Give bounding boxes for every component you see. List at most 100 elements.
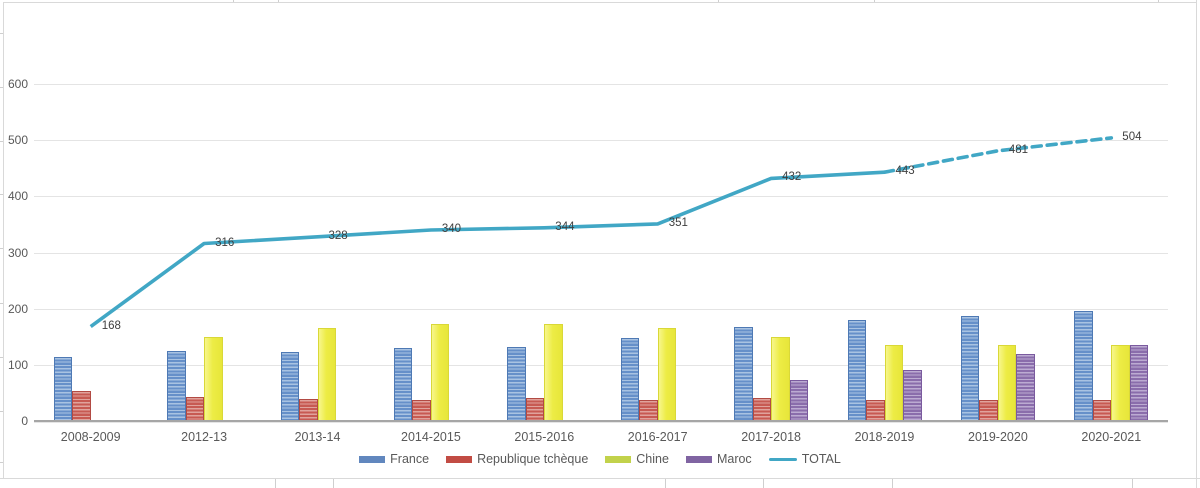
grid-stub-left xyxy=(0,303,3,304)
grid-stub-bottom xyxy=(763,479,764,488)
grid-stub-bottom xyxy=(1132,479,1133,488)
bar-chine-2017-2018[interactable] xyxy=(771,336,790,422)
gridline-300 xyxy=(34,252,1168,254)
bar-republique-tch-que-2008-2009[interactable] xyxy=(72,390,91,421)
gridline-600 xyxy=(34,84,1168,85)
total-data-label-443: 443 xyxy=(895,165,915,178)
bar-chine-2016-2017[interactable] xyxy=(657,327,677,421)
total-data-label-504: 504 xyxy=(1122,130,1142,143)
bar-france-2012-13[interactable] xyxy=(167,351,186,421)
total-data-label-316: 316 xyxy=(215,236,235,249)
bar-republique-tch-que-2012-13[interactable] xyxy=(185,397,205,421)
chart-legend: France Republique tchèque Chine Maroc TOTAL xyxy=(0,452,1200,467)
chart-frame-bottom xyxy=(0,478,1200,479)
bar-france-2019-2020[interactable] xyxy=(960,316,980,421)
grid-stub-left xyxy=(0,462,3,463)
bar-republique-tch-que-2017-2018[interactable] xyxy=(752,398,772,421)
y-axis-tick-100: 100 xyxy=(7,357,28,372)
total-data-label-168: 168 xyxy=(101,319,121,332)
grid-stub-top xyxy=(233,0,234,2)
bar-republique-tch-que-2019-2020[interactable] xyxy=(979,399,998,421)
y-axis-tick-200: 200 xyxy=(7,301,28,316)
total-line-solid-segment[interactable] xyxy=(89,170,885,329)
grid-stub-left xyxy=(0,357,3,358)
total-data-label-344: 344 xyxy=(555,220,575,233)
x-axis-label-2019-2020: 2019-2020 xyxy=(968,430,1028,444)
legend-item-republique-tch-que[interactable]: Republique tchèque xyxy=(446,452,588,467)
grid-stub-left xyxy=(0,411,3,412)
grid-stub-left xyxy=(0,141,3,142)
legend-item-maroc[interactable]: Maroc xyxy=(685,452,752,467)
x-axis-label-2016-2017: 2016-2017 xyxy=(627,430,688,444)
grid-stub-bottom xyxy=(275,479,276,488)
bar-chine-2018-2019[interactable] xyxy=(884,345,903,421)
legend-bar-swatch-icon xyxy=(359,456,386,463)
y-axis-tick-500: 500 xyxy=(7,133,28,148)
bar-chine-2015-2016[interactable] xyxy=(544,324,563,421)
bar-france-2013-14[interactable] xyxy=(280,351,299,421)
grid-stub-top xyxy=(1158,0,1159,2)
grid-stub-bottom xyxy=(892,479,893,488)
legend-item-chine[interactable]: Chine xyxy=(605,452,669,467)
gridline-500 xyxy=(34,140,1168,142)
bar-france-2008-2009[interactable] xyxy=(53,357,73,421)
chart-frame-left xyxy=(3,1,4,479)
total-data-label-432: 432 xyxy=(782,171,802,184)
legend-label: Maroc xyxy=(716,452,752,466)
bar-chine-2012-13[interactable] xyxy=(204,336,223,422)
chart-frame-right xyxy=(1196,0,1197,488)
bar-republique-tch-que-2016-2017[interactable] xyxy=(639,399,658,421)
x-axis-label-2015-2016: 2015-2016 xyxy=(514,430,575,444)
x-axis-label-2014-2015: 2014-2015 xyxy=(401,430,461,444)
x-axis-label-2020-2021: 2020-2021 xyxy=(1081,430,1142,444)
y-axis-tick-600: 600 xyxy=(7,77,28,91)
bar-maroc-2019-2020[interactable] xyxy=(1016,353,1035,421)
bar-chine-2014-2015[interactable] xyxy=(430,324,450,421)
bar-republique-tch-que-2014-2015[interactable] xyxy=(412,399,431,421)
bar-chine-2013-14[interactable] xyxy=(317,328,336,421)
bar-france-2020-2021[interactable] xyxy=(1074,310,1093,421)
bar-maroc-2018-2019[interactable] xyxy=(903,370,922,421)
bar-republique-tch-que-2015-2016[interactable] xyxy=(525,398,545,421)
bar-maroc-2017-2018[interactable] xyxy=(789,380,809,421)
total-line-dashed-segment[interactable] xyxy=(882,136,1114,174)
x-axis-line xyxy=(34,420,1168,422)
y-axis-tick-300: 300 xyxy=(7,245,28,260)
bar-france-2016-2017[interactable] xyxy=(620,338,640,421)
bar-france-2015-2016[interactable] xyxy=(507,347,526,421)
y-axis-tick-400: 400 xyxy=(7,189,28,204)
legend-bar-swatch-icon xyxy=(685,456,712,463)
gridline-100 xyxy=(34,364,1168,366)
x-axis-label-2012-13: 2012-13 xyxy=(181,430,228,444)
legend-label: Republique tchèque xyxy=(477,452,589,466)
bar-chine-2019-2020[interactable] xyxy=(997,344,1017,421)
legend-label: TOTAL xyxy=(801,452,841,466)
grid-stub-top xyxy=(278,0,279,2)
legend-line-swatch-icon xyxy=(768,457,797,462)
bar-france-2014-2015[interactable] xyxy=(393,348,413,421)
x-axis-label-2017-2018: 2017-2018 xyxy=(741,430,801,444)
bar-france-2018-2019[interactable] xyxy=(847,319,866,421)
bar-republique-tch-que-2020-2021[interactable] xyxy=(1092,399,1112,421)
total-data-label-328: 328 xyxy=(328,229,348,242)
grid-stub-bottom xyxy=(665,479,666,488)
legend-item-total[interactable]: TOTAL xyxy=(768,452,841,467)
legend-label: France xyxy=(390,452,430,466)
grid-stub-top xyxy=(874,0,875,2)
bar-france-2017-2018[interactable] xyxy=(734,326,753,421)
total-data-label-340: 340 xyxy=(441,223,462,235)
legend-bar-swatch-icon xyxy=(446,456,473,463)
bar-republique-tch-que-2013-14[interactable] xyxy=(299,398,318,421)
bar-republique-tch-que-2018-2019[interactable] xyxy=(866,399,885,421)
y-axis-tick-0: 0 xyxy=(21,414,28,428)
legend-item-france[interactable]: France xyxy=(359,452,429,467)
bar-maroc-2020-2021[interactable] xyxy=(1129,345,1149,421)
gridline-200 xyxy=(34,308,1168,310)
chart-frame-top xyxy=(3,1,1197,3)
grid-stub-left xyxy=(0,87,3,88)
grid-stub-left xyxy=(0,194,3,195)
bar-chine-2020-2021[interactable] xyxy=(1111,345,1130,421)
legend-label: Chine xyxy=(636,452,669,466)
